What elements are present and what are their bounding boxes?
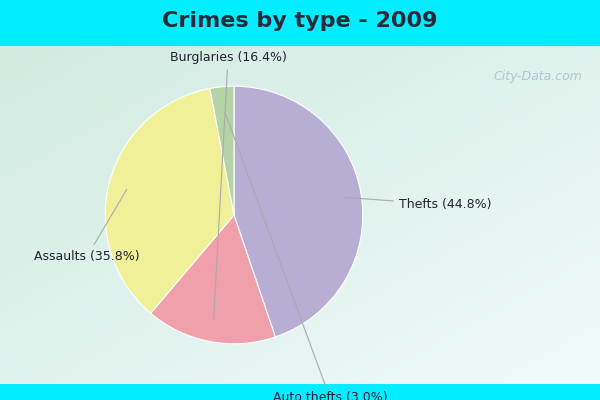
Text: City-Data.com: City-Data.com xyxy=(493,70,582,83)
Wedge shape xyxy=(210,86,234,215)
Text: Assaults (35.8%): Assaults (35.8%) xyxy=(34,190,140,263)
Text: Burglaries (16.4%): Burglaries (16.4%) xyxy=(170,51,286,320)
Wedge shape xyxy=(151,215,275,344)
Text: Auto thefts (3.0%): Auto thefts (3.0%) xyxy=(225,112,387,400)
Wedge shape xyxy=(234,86,363,337)
Text: Crimes by type - 2009: Crimes by type - 2009 xyxy=(162,11,438,31)
Text: Thefts (44.8%): Thefts (44.8%) xyxy=(345,197,491,211)
Wedge shape xyxy=(105,88,234,313)
